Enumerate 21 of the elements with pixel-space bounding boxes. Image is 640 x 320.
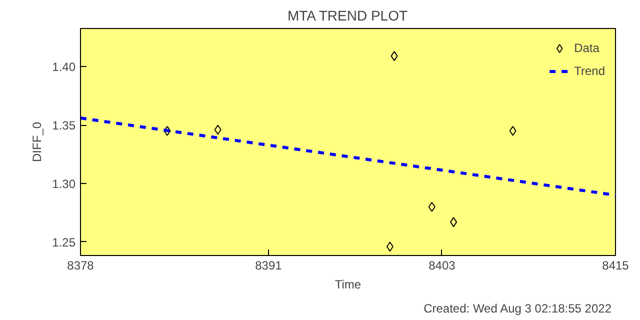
point: [390, 51, 398, 62]
point: [214, 124, 222, 135]
point: [164, 126, 171, 136]
x-axis-title: Time: [334, 278, 362, 292]
point: [450, 217, 458, 228]
x-tick-label: 8378: [67, 258, 94, 272]
point: [428, 202, 436, 212]
point: [509, 126, 516, 136]
y-tick-label: 1.25: [52, 235, 76, 250]
chart-title: MTA TREND PLOT: [287, 8, 408, 24]
point: [386, 242, 394, 252]
y-axis-title: DIFF_0: [30, 122, 44, 162]
x-tick-label: 8415: [602, 258, 630, 272]
legend-label: Data: [574, 41, 600, 55]
y-tick-label: 1.40: [52, 60, 76, 74]
text: Created: Wed Aug 3 02:18:55 2022: [424, 302, 612, 316]
x-tick-label: 8403: [428, 258, 456, 272]
y-tick-label: 1.30: [52, 176, 76, 191]
legend-label: Trend: [574, 64, 605, 78]
y-tick-label: 1.35: [52, 118, 76, 133]
x-tick-label: 8391: [255, 258, 282, 272]
